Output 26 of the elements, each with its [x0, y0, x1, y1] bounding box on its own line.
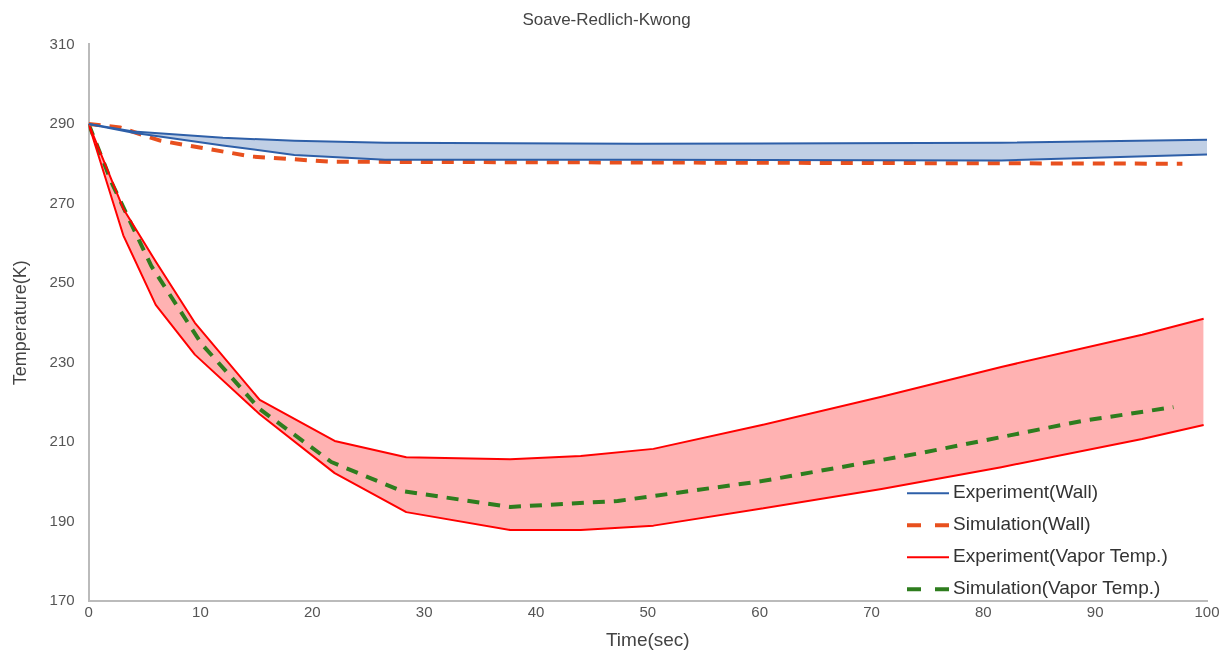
y-tick-label: 230: [49, 352, 75, 370]
y-tick-label: 310: [49, 34, 75, 52]
x-tick-label: 10: [192, 603, 209, 621]
y-tick-label: 170: [49, 591, 75, 609]
x-tick-label: 40: [527, 603, 545, 621]
x-tick-label: 100: [1194, 603, 1220, 621]
x-tick-label: 30: [415, 603, 433, 621]
x-tick-label: 90: [1086, 603, 1104, 621]
x-tick-label: 70: [863, 603, 880, 621]
y-tick-label: 210: [49, 432, 75, 450]
y-tick-label: 270: [49, 193, 75, 211]
y-tick-label: 190: [49, 511, 75, 529]
y-tick-label: 290: [49, 114, 75, 132]
legend-label: Experiment(Wall): [953, 481, 1098, 503]
x-tick-label: 80: [974, 603, 992, 621]
x-tick-label: 60: [751, 603, 768, 621]
legend-label: Experiment(Vapor Temp.): [953, 545, 1168, 567]
chart-title: Soave-Redlich-Kwong: [522, 9, 691, 29]
x-tick-label: 20: [303, 603, 321, 621]
x-tick-label: 50: [639, 603, 657, 621]
y-axis-title: Temperature(K): [9, 260, 30, 386]
legend-label: Simulation(Wall): [953, 513, 1091, 535]
legend-label: Simulation(Vapor Temp.): [953, 577, 1161, 599]
y-tick-label: 250: [49, 273, 75, 291]
x-axis-title: Time(sec): [605, 628, 690, 650]
x-tick-label: 0: [84, 603, 93, 621]
